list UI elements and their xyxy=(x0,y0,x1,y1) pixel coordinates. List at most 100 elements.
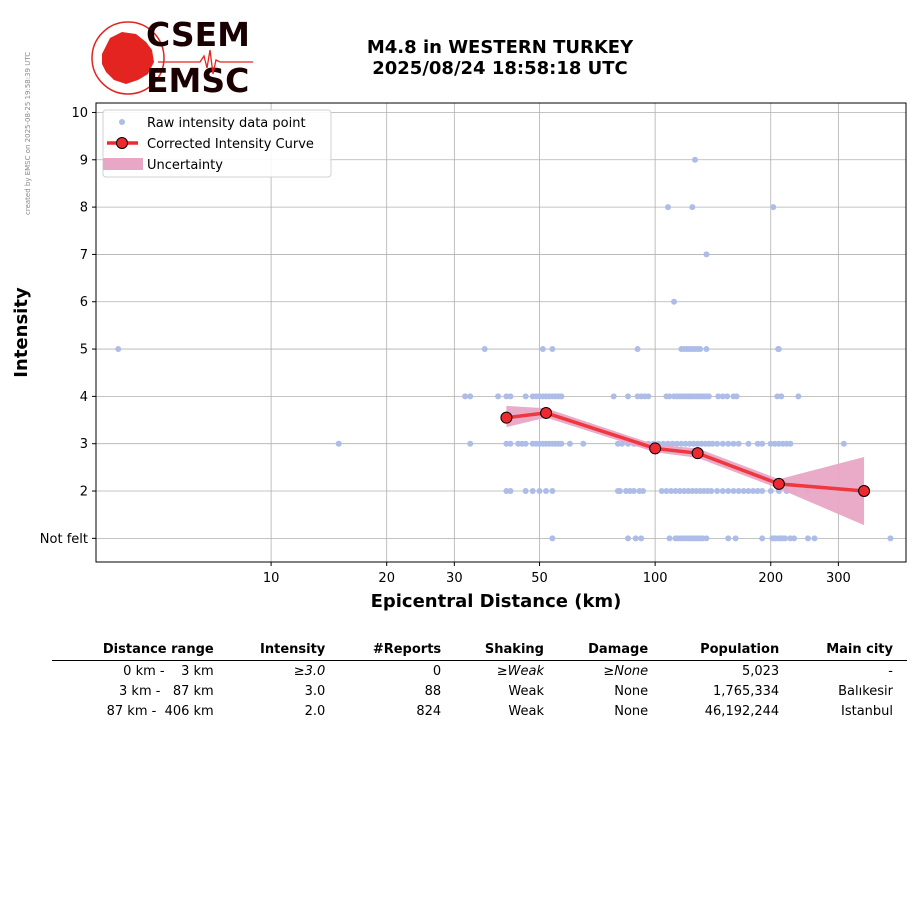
raw-data-point xyxy=(539,346,546,353)
raw-data-point xyxy=(335,440,342,447)
raw-data-point xyxy=(529,488,536,495)
raw-data-point xyxy=(750,488,757,495)
raw-data-point xyxy=(625,393,632,400)
raw-data-point xyxy=(725,440,732,447)
y-tick-label: 5 xyxy=(80,343,88,358)
raw-data-point xyxy=(610,393,617,400)
table-header: Intensity xyxy=(227,640,340,661)
raw-data-point xyxy=(740,488,747,495)
raw-data-point xyxy=(625,535,632,542)
cell-range: 0 km - 3 km xyxy=(123,664,214,679)
raw-data-point xyxy=(616,488,623,495)
raw-data-point xyxy=(754,488,761,495)
raw-data-point xyxy=(791,535,798,542)
cell-damage: ≥None xyxy=(603,664,649,679)
raw-data-point xyxy=(770,204,777,211)
raw-data-point xyxy=(705,393,712,400)
table-row: 0 km - 3 km ≥3.0 0 ≥Weak ≥None 5,023 - xyxy=(52,661,907,682)
raw-data-point xyxy=(703,251,710,258)
table-row: 3 km - 87 km 3.0 88 Weak None 1,765,334 … xyxy=(52,681,907,701)
table-header-row: Distance range Intensity #Reports Shakin… xyxy=(52,640,907,661)
cell-population: 46,192,244 xyxy=(704,704,780,719)
raw-data-point xyxy=(462,393,469,400)
y-tick-label: 2 xyxy=(80,485,88,500)
raw-data-point xyxy=(549,346,556,353)
x-tick-label: 30 xyxy=(446,571,463,586)
chart-title: M4.8 in WESTERN TURKEY 2025/08/24 18:58:… xyxy=(330,37,670,79)
raw-data-point xyxy=(681,488,688,495)
raw-data-point xyxy=(682,440,689,447)
raw-data-point xyxy=(558,393,565,400)
uncertainty-band xyxy=(506,405,865,526)
table-header: Distance range xyxy=(52,640,228,661)
y-tick-label: Not felt xyxy=(40,532,88,547)
cell-city: Istanbul xyxy=(840,704,893,719)
cell-intensity: ≥3.0 xyxy=(293,664,326,679)
csem-emsc-logo: CSEM EMSC xyxy=(91,15,253,100)
raw-data-point xyxy=(724,393,731,400)
raw-data-point xyxy=(522,440,529,447)
raw-data-point xyxy=(759,535,766,542)
raw-data-point xyxy=(507,488,514,495)
y-axis-label: Intensity xyxy=(11,287,32,378)
table-header: Damage xyxy=(557,640,663,661)
curve-marker xyxy=(858,485,871,498)
legend-raw-label: Raw intensity data point xyxy=(147,116,306,131)
raw-data-point xyxy=(632,535,639,542)
intensity-table: Distance range Intensity #Reports Shakin… xyxy=(52,640,907,721)
cell-reports: 88 xyxy=(424,684,442,699)
table-header: Population xyxy=(662,640,794,661)
table-header: Main city xyxy=(793,640,907,661)
y-tick-label: 8 xyxy=(80,201,88,216)
raw-data-point xyxy=(676,488,683,495)
y-tick-label: 3 xyxy=(80,437,88,452)
y-tick-label: 9 xyxy=(80,153,88,168)
raw-data-point xyxy=(840,440,847,447)
y-tick-label: 6 xyxy=(80,295,88,310)
raw-data-point xyxy=(703,535,710,542)
raw-data-point xyxy=(725,488,732,495)
cell-population: 5,023 xyxy=(741,664,780,679)
raw-data-point xyxy=(671,298,678,305)
raw-data-point xyxy=(730,440,737,447)
cell-population: 1,765,334 xyxy=(713,684,780,699)
raw-data-point xyxy=(754,440,761,447)
raw-data-point xyxy=(767,440,774,447)
logo-seismogram xyxy=(158,49,253,75)
raw-data-point xyxy=(714,440,721,447)
curve-marker xyxy=(691,447,704,460)
cell-range: 87 km - 406 km xyxy=(106,704,214,719)
y-tick-label: 7 xyxy=(80,248,88,263)
intensity-chart: 10 20 30 50 100 200 300 Not felt 2 3 4 5 6 7 8 9 10 Epice… xyxy=(11,102,907,612)
raw-data-point xyxy=(767,488,774,495)
x-tick-label: 100 xyxy=(643,571,668,586)
y-tick-label: 10 xyxy=(71,106,88,121)
raw-data-point xyxy=(795,393,802,400)
legend-curve-label: Corrected Intensity Curve xyxy=(147,137,314,152)
raw-data-point xyxy=(719,440,726,447)
corrected-intensity-curve xyxy=(506,411,865,493)
raw-data-point xyxy=(634,346,641,353)
cell-shaking: Weak xyxy=(508,704,544,719)
curve-marker xyxy=(540,406,553,419)
table-header: Shaking xyxy=(455,640,558,661)
raw-data-point xyxy=(745,440,752,447)
raw-data-point xyxy=(735,440,742,447)
logo-text-top: CSEM xyxy=(146,15,250,54)
raw-data-point xyxy=(566,440,573,447)
raw-data-point xyxy=(709,440,716,447)
curve-marker xyxy=(500,411,513,424)
curve-marker xyxy=(772,477,785,490)
raw-data-point xyxy=(719,393,726,400)
raw-data-point xyxy=(692,156,699,163)
raw-data-point xyxy=(735,488,742,495)
raw-data-point xyxy=(558,440,565,447)
raw-data-point xyxy=(672,488,679,495)
legend-box xyxy=(102,109,332,178)
raw-data-point xyxy=(708,488,715,495)
raw-data-point xyxy=(664,204,671,211)
raw-data-point xyxy=(638,535,645,542)
legend-uncertainty-label: Uncertainty xyxy=(147,158,223,173)
raw-data-point xyxy=(666,393,673,400)
raw-data-point xyxy=(658,488,665,495)
